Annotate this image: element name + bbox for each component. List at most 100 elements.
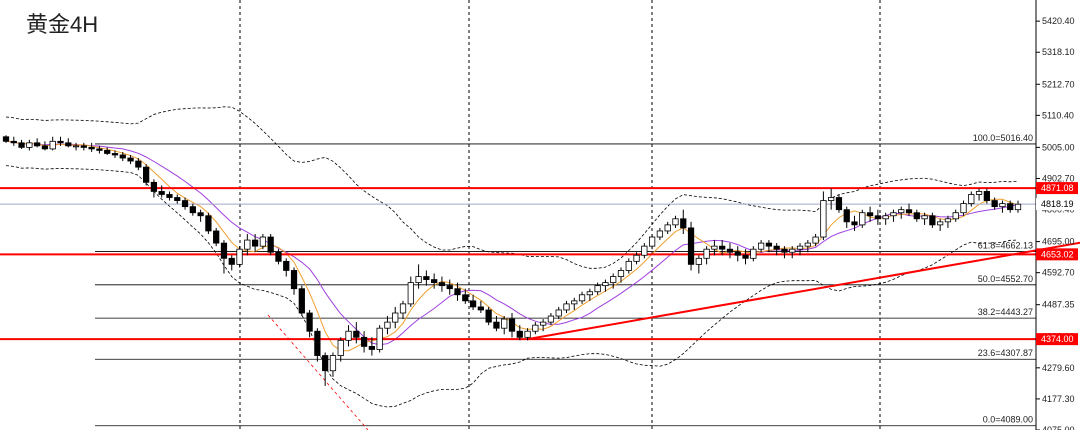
candle-body [641,245,648,256]
chart-title: 黄金4H [26,12,98,37]
candle [220,240,228,274]
fibonacci-label: 23.6=4307.87 [978,348,1033,358]
candle [828,188,835,210]
price-tick-label: 4177.30 [1042,394,1075,404]
candle [80,142,87,151]
candle [687,221,695,271]
candle-body [213,230,220,244]
candle [516,325,523,341]
candle-body [41,145,49,150]
candle [34,138,41,148]
candle [275,249,282,265]
candle-body [283,260,290,271]
candle [57,136,64,146]
price-tick-label: 4592.70 [1042,268,1075,278]
candle [314,328,321,362]
candle-body [423,276,430,280]
candle-body [555,309,562,317]
candle-body [142,166,150,183]
candle [213,227,220,247]
level-badge-bg [1036,333,1078,346]
candle-body [337,339,344,356]
price-axis: 5420.40 5318.10 5212.70 5110.40 5005.00 4902.… [1035,0,1078,435]
candle-body [88,146,95,150]
candle [477,300,484,314]
candle [290,267,298,295]
candle [898,206,905,219]
candle-body [376,327,383,350]
projection-line [267,314,369,431]
price-tick-label: 4487.35 [1042,300,1075,310]
candle-body [493,321,500,329]
ma-slow-line [5,140,1019,346]
level-badge-label: 4871.08 [1041,183,1074,193]
candle-body [384,321,391,329]
current-price-badge-label: 4818.19 [1041,199,1074,209]
candle [415,264,422,289]
candle-body [65,142,72,147]
candle [594,282,601,295]
candle [462,288,469,304]
fibonacci-label: 100.0=5016.40 [973,133,1033,143]
candle [454,282,461,301]
candle-body [851,221,858,226]
candle-body [462,294,469,302]
candle [337,337,344,362]
candle-body [49,140,56,150]
candle-body [898,209,905,214]
candle [431,273,438,289]
candle-body [781,248,788,253]
candle-body [648,236,656,247]
price-tick-label: 4075.00 [1042,425,1075,430]
candle-body [220,242,228,259]
candle [88,142,95,152]
candle [41,141,49,151]
candle-body [392,312,399,323]
candle [773,243,780,256]
candle [820,191,827,241]
candle-body [174,197,181,201]
candle-body [765,242,773,247]
level-badge: 4871.08 [1036,182,1078,195]
candle-body [205,215,212,232]
level-badge: 4653.02 [1036,248,1078,261]
level-badge-label: 4374.00 [1041,334,1074,344]
fibonacci-label: 38.2=4443.27 [978,307,1033,317]
candle-body [594,285,601,293]
candle [796,243,804,256]
current-price-badge: 4818.19 [1036,198,1078,211]
candle-body [921,215,928,220]
candle [532,322,539,335]
candle [1014,200,1022,213]
candle-body [929,215,936,226]
candle [259,233,267,250]
candle [119,151,126,162]
bollinger-upper-band [5,106,1019,269]
candle-body [469,300,477,308]
candle-body [975,191,983,195]
candle-body [547,315,555,323]
candle-body [828,197,835,201]
candle-body [104,150,111,154]
candle [1007,200,1014,213]
candle-body [633,254,640,262]
candle-body [158,191,165,195]
candle-body [695,257,702,265]
candle-body [127,157,134,162]
trendline [267,241,1080,431]
bollinger-lower-band [5,165,1019,408]
candle [975,188,983,201]
candle [104,147,111,155]
candle [874,209,882,225]
candle-body [602,282,609,287]
candle-body [454,288,461,296]
candle [376,325,383,353]
candle [322,352,329,386]
candle-body [181,200,189,208]
candle [127,154,134,165]
candle [602,279,609,292]
candle [555,306,562,320]
candle-body [890,212,897,217]
level-badge-bg [1036,248,1078,261]
